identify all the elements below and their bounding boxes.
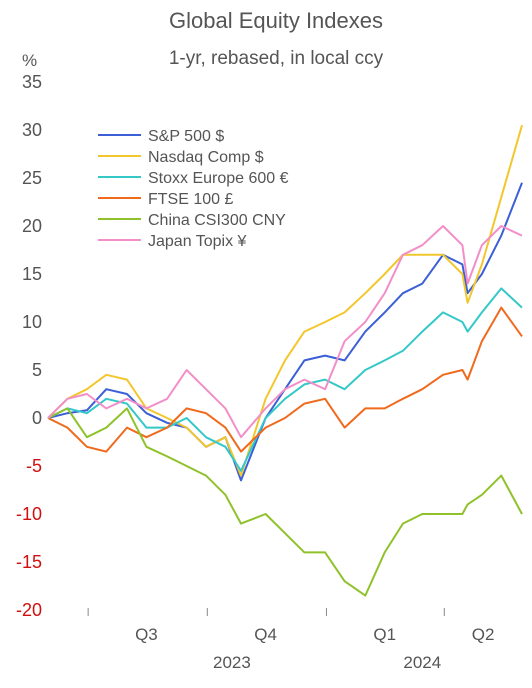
y-tick-label: -15 — [16, 552, 42, 572]
y-tick-label: 35 — [22, 72, 42, 92]
x-quarter-label: Q1 — [373, 625, 396, 644]
x-axis: Q3 Q4 Q1 Q2 2023 2024 — [87, 608, 495, 672]
series-lines — [47, 124, 523, 597]
y-tick-label: 10 — [22, 312, 42, 332]
y-tick-label: 5 — [32, 360, 42, 380]
y-tick-label: 30 — [22, 120, 42, 140]
x-quarter-label: Q2 — [472, 625, 495, 644]
y-axis: 35 30 25 20 15 10 5 0 -5 -10 -15 -20 — [16, 72, 42, 620]
series-line — [47, 287, 523, 472]
legend-label: China CSI300 CNY — [148, 212, 286, 229]
x-quarter-label: Q4 — [254, 625, 277, 644]
x-year-label: 2024 — [403, 653, 441, 672]
y-tick-label: -10 — [16, 504, 42, 524]
series-line — [47, 124, 523, 477]
series-line — [47, 225, 523, 439]
legend-label: FTSE 100 £ — [148, 191, 233, 208]
x-quarter-label: Q3 — [135, 625, 158, 644]
legend-label: Nasdaq Comp $ — [148, 149, 264, 166]
x-year-label: 2023 — [213, 653, 251, 672]
legend-label: Japan Topix ¥ — [148, 233, 247, 250]
y-tick-label: 20 — [22, 216, 42, 236]
y-tick-label: -20 — [16, 600, 42, 620]
series-line — [47, 407, 523, 597]
chart-title: Global Equity Indexes — [169, 8, 383, 33]
y-tick-label: 15 — [22, 264, 42, 284]
legend-label: Stoxx Europe 600 € — [148, 170, 289, 187]
series-line — [47, 182, 523, 482]
y-axis-unit-label: % — [22, 51, 37, 70]
legend-label: S&P 500 $ — [148, 128, 224, 145]
legend: S&P 500 $ Nasdaq Comp $ Stoxx Europe 600 €… — [98, 128, 289, 250]
y-tick-label: 25 — [22, 168, 42, 188]
y-tick-label: 0 — [32, 408, 42, 428]
chart-subtitle: 1-yr, rebased, in local ccy — [169, 48, 384, 69]
y-tick-label: -5 — [26, 456, 42, 476]
series-line — [47, 306, 523, 453]
